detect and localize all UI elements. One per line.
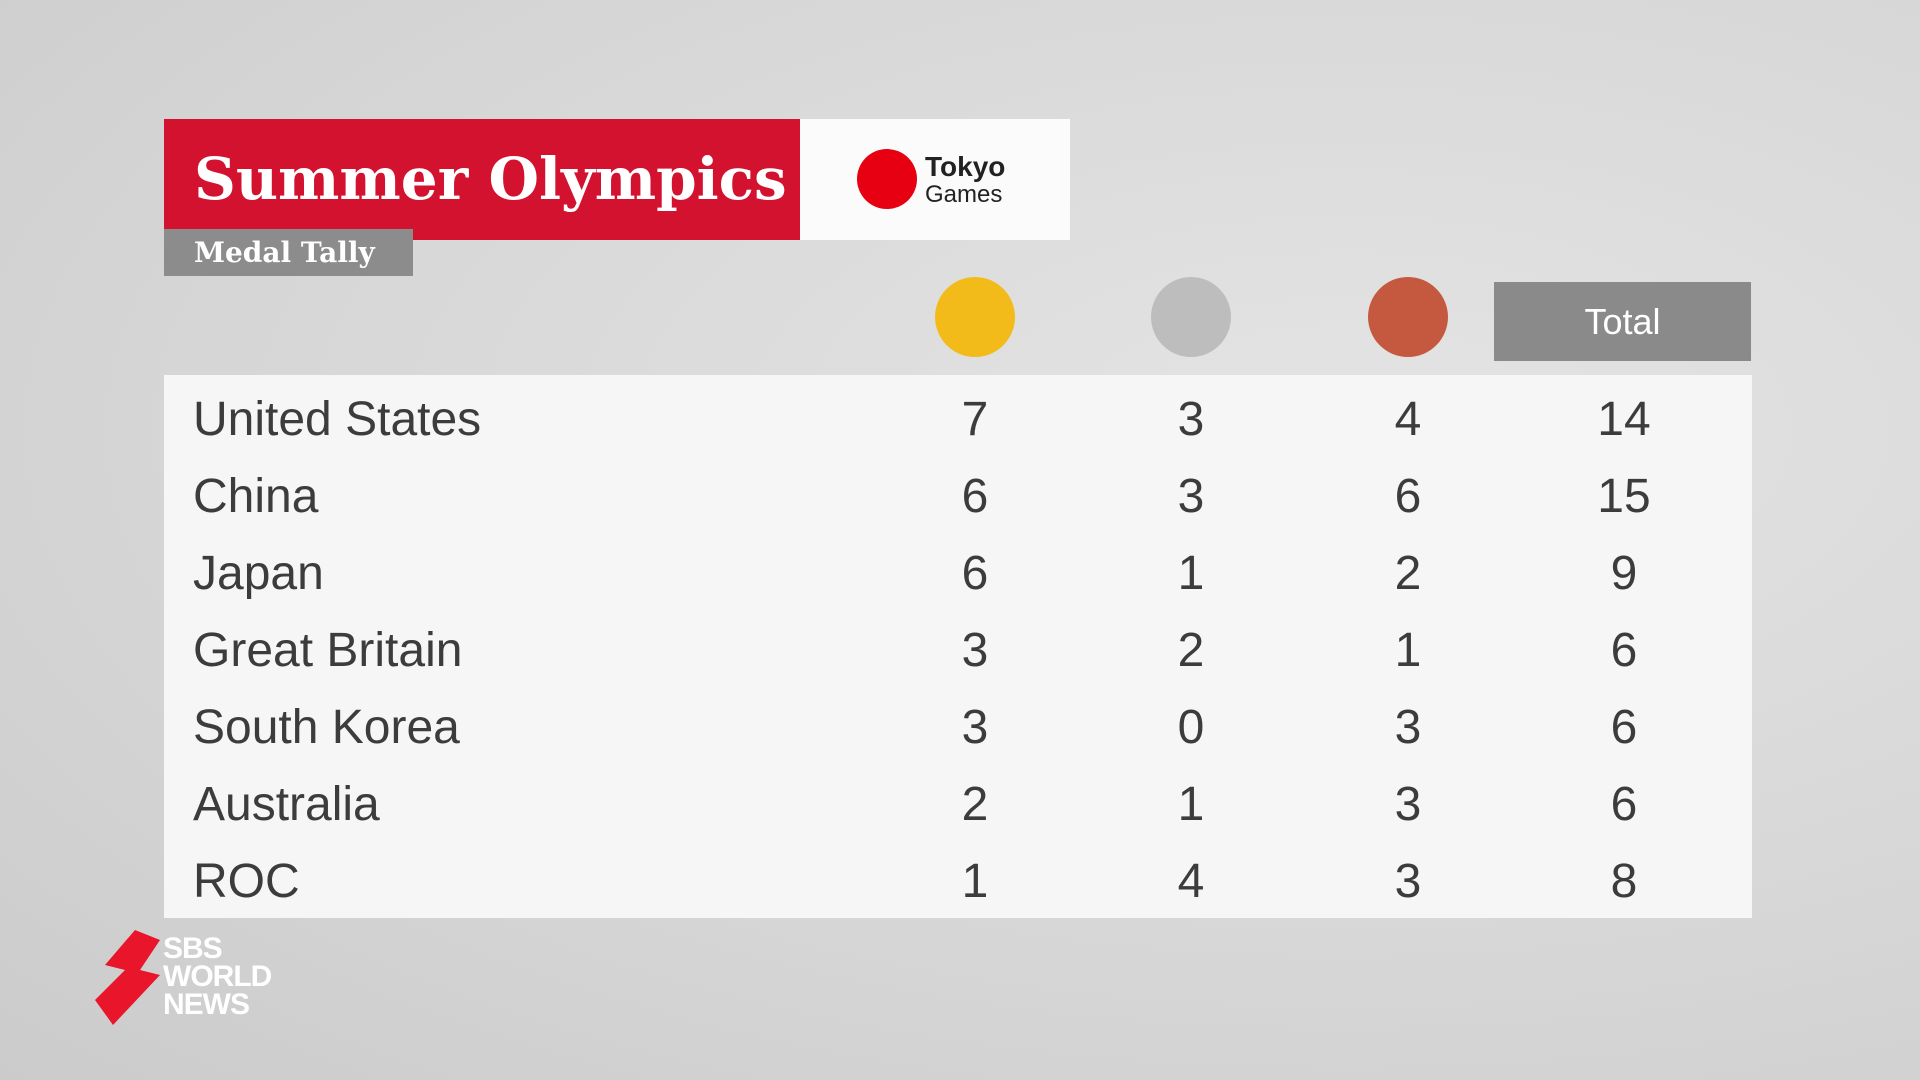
medal-count: 2 [1394,547,1422,600]
logo-text: Tokyo [925,151,1006,182]
title: Summer Olympics [164,119,800,240]
medal-count: 3 [1394,701,1422,754]
medal-count: 6 [1610,778,1638,831]
country-name: United States [193,393,482,446]
brand-text: WORLD [163,960,272,993]
medal-count: 0 [1177,701,1205,754]
branding: SBS WORLD NEWS [95,925,295,1025]
medal-count: 1 [1177,778,1205,831]
country-name: ROC [193,855,300,908]
medal-count: 2 [1177,624,1205,677]
medal-count: 1 [961,855,989,908]
medal-count: 6 [961,547,989,600]
logo-dot [857,149,917,209]
brand-text: NEWS [163,988,250,1021]
medal-count: 9 [1610,547,1638,600]
medal-count: 6 [1610,701,1638,754]
medal-count: 3 [1177,393,1205,446]
medal-count: 3 [1394,778,1422,831]
country-name: Japan [193,547,324,600]
logo: Tokyo Games [800,119,1070,240]
medal-count: 4 [1177,855,1205,908]
country-name: South Korea [193,701,460,754]
medal-count: 3 [961,624,989,677]
logo-text: Games [925,181,1003,208]
medal-icon [935,277,1015,357]
country-name: Great Britain [193,624,463,677]
medal-icon [1368,277,1448,357]
medal-count: 2 [961,778,989,831]
medal-count: 14 [1597,393,1651,446]
medal-table: United States 7 3 4 14 China 6 3 6 15 Japan 6 1 2 9 Gre… [164,375,1752,918]
medal-count: 15 [1597,470,1651,523]
country-name: China [193,470,319,523]
medal-icon [1151,277,1231,357]
brand-text: SBS [163,932,223,965]
total-header: Total [1494,282,1751,361]
medal-count: 1 [1394,624,1422,677]
medal-count: 4 [1394,393,1422,446]
medal-count: 7 [961,393,989,446]
brand-icon [95,930,160,1025]
medal-count: 6 [961,470,989,523]
medal-count: 3 [961,701,989,754]
medal-count: 6 [1394,470,1422,523]
medal-count: 1 [1177,547,1205,600]
subtitle: Medal Tally [164,229,413,276]
medal-count: 8 [1610,855,1638,908]
medal-count: 3 [1394,855,1422,908]
medal-count: 3 [1177,470,1205,523]
country-name: Australia [193,778,380,831]
medal-count: 6 [1610,624,1638,677]
